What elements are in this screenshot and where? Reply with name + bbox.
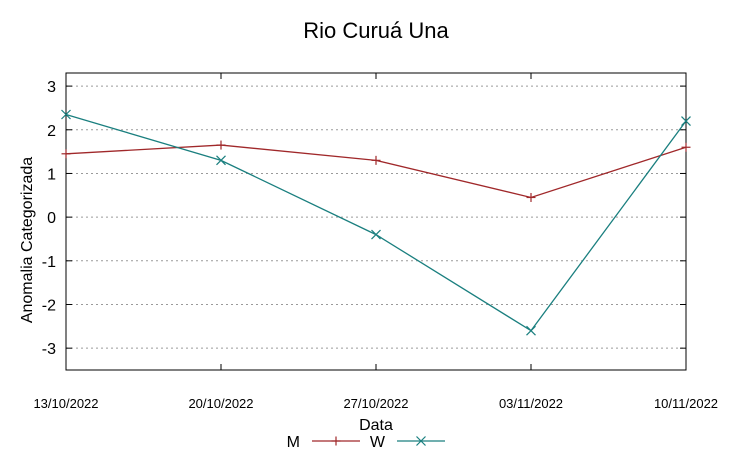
x-tick-label: 20/10/2022 [188, 396, 253, 411]
x-tick-label: 10/11/2022 [654, 396, 718, 411]
y-tick-label: 1 [47, 166, 56, 183]
y-tick-label: -3 [42, 341, 56, 358]
series-line-m [65, 144, 687, 199]
data-point-w [216, 155, 226, 166]
legend-label-m: M [287, 434, 300, 451]
data-point-m [371, 155, 381, 165]
y-axis-label: Anomalia Categorizada [19, 157, 36, 323]
data-point-w [371, 229, 381, 240]
grid-lines [66, 85, 686, 349]
y-tick-label: 0 [47, 210, 56, 227]
data-point-m [216, 140, 226, 150]
plot-area [65, 72, 687, 371]
series-layer [61, 109, 691, 336]
legend-marker-w [416, 436, 426, 446]
y-tick-label: 2 [47, 123, 56, 140]
data-point-m [61, 149, 71, 159]
y-axis-ticks: 3 2 1 0 -1 -2 -3 [42, 79, 686, 358]
x-axis-ticks: 13/10/2022 20/10/2022 27/10/2022 03/11/2022… [33, 73, 718, 411]
x-axis-label: Data [359, 417, 393, 434]
y-tick-label: 3 [47, 79, 56, 96]
data-point-m [526, 192, 536, 202]
data-point-w [526, 325, 536, 336]
y-tick-label: -2 [42, 297, 56, 314]
data-point-w [681, 116, 691, 126]
x-tick-label: 13/10/2022 [33, 396, 98, 411]
x-tick-label: 03/11/2022 [499, 396, 563, 411]
x-tick-label: 27/10/2022 [343, 396, 408, 411]
y-tick-label: -1 [42, 254, 56, 271]
chart-title: Rio Curuá Una [303, 18, 449, 43]
legend-label-w: W [370, 434, 386, 451]
series-line-w [65, 113, 687, 332]
data-point-m [681, 142, 691, 152]
legend-marker-m [331, 436, 341, 446]
data-point-w [61, 109, 71, 120]
